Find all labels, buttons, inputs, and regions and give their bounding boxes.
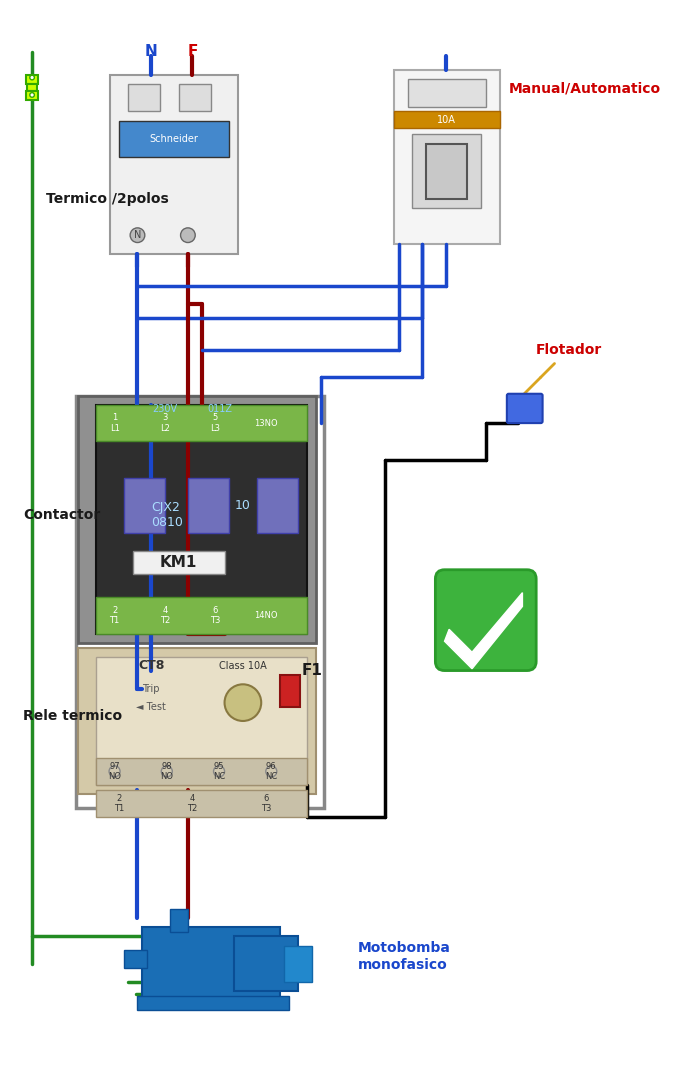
- Text: Manual/Automatico: Manual/Automatico: [508, 82, 661, 96]
- Bar: [179, 84, 211, 111]
- Text: 10: 10: [235, 499, 250, 512]
- Bar: [124, 950, 147, 968]
- Text: 6
T3: 6 T3: [261, 794, 271, 813]
- Bar: [257, 479, 298, 533]
- Text: 011Z: 011Z: [207, 404, 232, 414]
- Circle shape: [225, 685, 261, 720]
- FancyBboxPatch shape: [435, 570, 536, 670]
- Text: F: F: [188, 45, 198, 59]
- Bar: [427, 144, 467, 198]
- Text: 230V: 230V: [152, 404, 177, 414]
- Text: 2
T1: 2 T1: [110, 606, 120, 626]
- Bar: [26, 75, 39, 84]
- Bar: [96, 657, 307, 785]
- Bar: [110, 75, 238, 254]
- Bar: [133, 552, 225, 574]
- Circle shape: [181, 228, 195, 243]
- Text: 6
T3: 6 T3: [210, 606, 221, 626]
- Bar: [96, 790, 307, 818]
- Text: 96
NC: 96 NC: [265, 762, 278, 782]
- Bar: [28, 84, 37, 92]
- Bar: [234, 936, 298, 991]
- Bar: [78, 396, 316, 643]
- Bar: [280, 675, 300, 707]
- Text: CT8: CT8: [138, 659, 165, 673]
- Bar: [26, 92, 39, 100]
- Bar: [129, 84, 160, 111]
- Bar: [96, 404, 307, 634]
- Bar: [76, 396, 324, 808]
- Bar: [142, 928, 280, 1001]
- Text: 14NO: 14NO: [254, 611, 278, 620]
- Text: KM1: KM1: [160, 555, 198, 570]
- Text: 95
NC: 95 NC: [213, 762, 225, 782]
- Text: Class 10A: Class 10A: [219, 661, 267, 671]
- Bar: [119, 121, 229, 157]
- Bar: [137, 996, 288, 1009]
- Text: Contactor: Contactor: [23, 508, 100, 522]
- Bar: [408, 80, 486, 107]
- Bar: [124, 479, 165, 533]
- Text: F1: F1: [301, 663, 322, 678]
- Bar: [169, 909, 188, 932]
- Text: CJX2
0810: CJX2 0810: [151, 500, 183, 529]
- Text: 5
L3: 5 L3: [211, 413, 221, 433]
- Bar: [96, 404, 307, 441]
- Text: Motobomba
monofasico: Motobomba monofasico: [357, 942, 450, 971]
- Text: 4
T2: 4 T2: [188, 794, 198, 813]
- Text: Trip: Trip: [142, 683, 160, 694]
- FancyBboxPatch shape: [507, 393, 542, 423]
- Bar: [78, 647, 316, 795]
- Bar: [96, 758, 307, 785]
- Text: 3
L2: 3 L2: [160, 413, 170, 433]
- Circle shape: [266, 766, 277, 777]
- Text: 1
L1: 1 L1: [110, 413, 120, 433]
- Text: Flotador: Flotador: [536, 342, 603, 356]
- Text: 13NO: 13NO: [254, 419, 278, 427]
- Bar: [394, 111, 500, 128]
- Polygon shape: [445, 593, 523, 669]
- Bar: [394, 70, 500, 244]
- Bar: [284, 945, 311, 982]
- Circle shape: [109, 766, 120, 777]
- Text: Schneider: Schneider: [150, 134, 198, 144]
- Text: 98
NO: 98 NO: [160, 762, 173, 782]
- Text: N: N: [145, 45, 158, 59]
- Text: 4
T2: 4 T2: [160, 606, 170, 626]
- Circle shape: [130, 228, 145, 243]
- Circle shape: [213, 766, 225, 777]
- Text: 2
T1: 2 T1: [114, 794, 125, 813]
- Bar: [96, 597, 307, 634]
- Bar: [412, 134, 481, 208]
- Circle shape: [30, 93, 35, 97]
- Text: Rele termico: Rele termico: [23, 710, 122, 724]
- Text: 97
NO: 97 NO: [108, 762, 121, 782]
- Text: ◄ Test: ◄ Test: [136, 702, 166, 712]
- Text: N: N: [134, 230, 141, 240]
- Circle shape: [30, 75, 35, 80]
- Circle shape: [161, 766, 173, 777]
- Text: 10A: 10A: [437, 114, 456, 124]
- Bar: [188, 479, 229, 533]
- Text: Termico /2polos: Termico /2polos: [46, 192, 169, 206]
